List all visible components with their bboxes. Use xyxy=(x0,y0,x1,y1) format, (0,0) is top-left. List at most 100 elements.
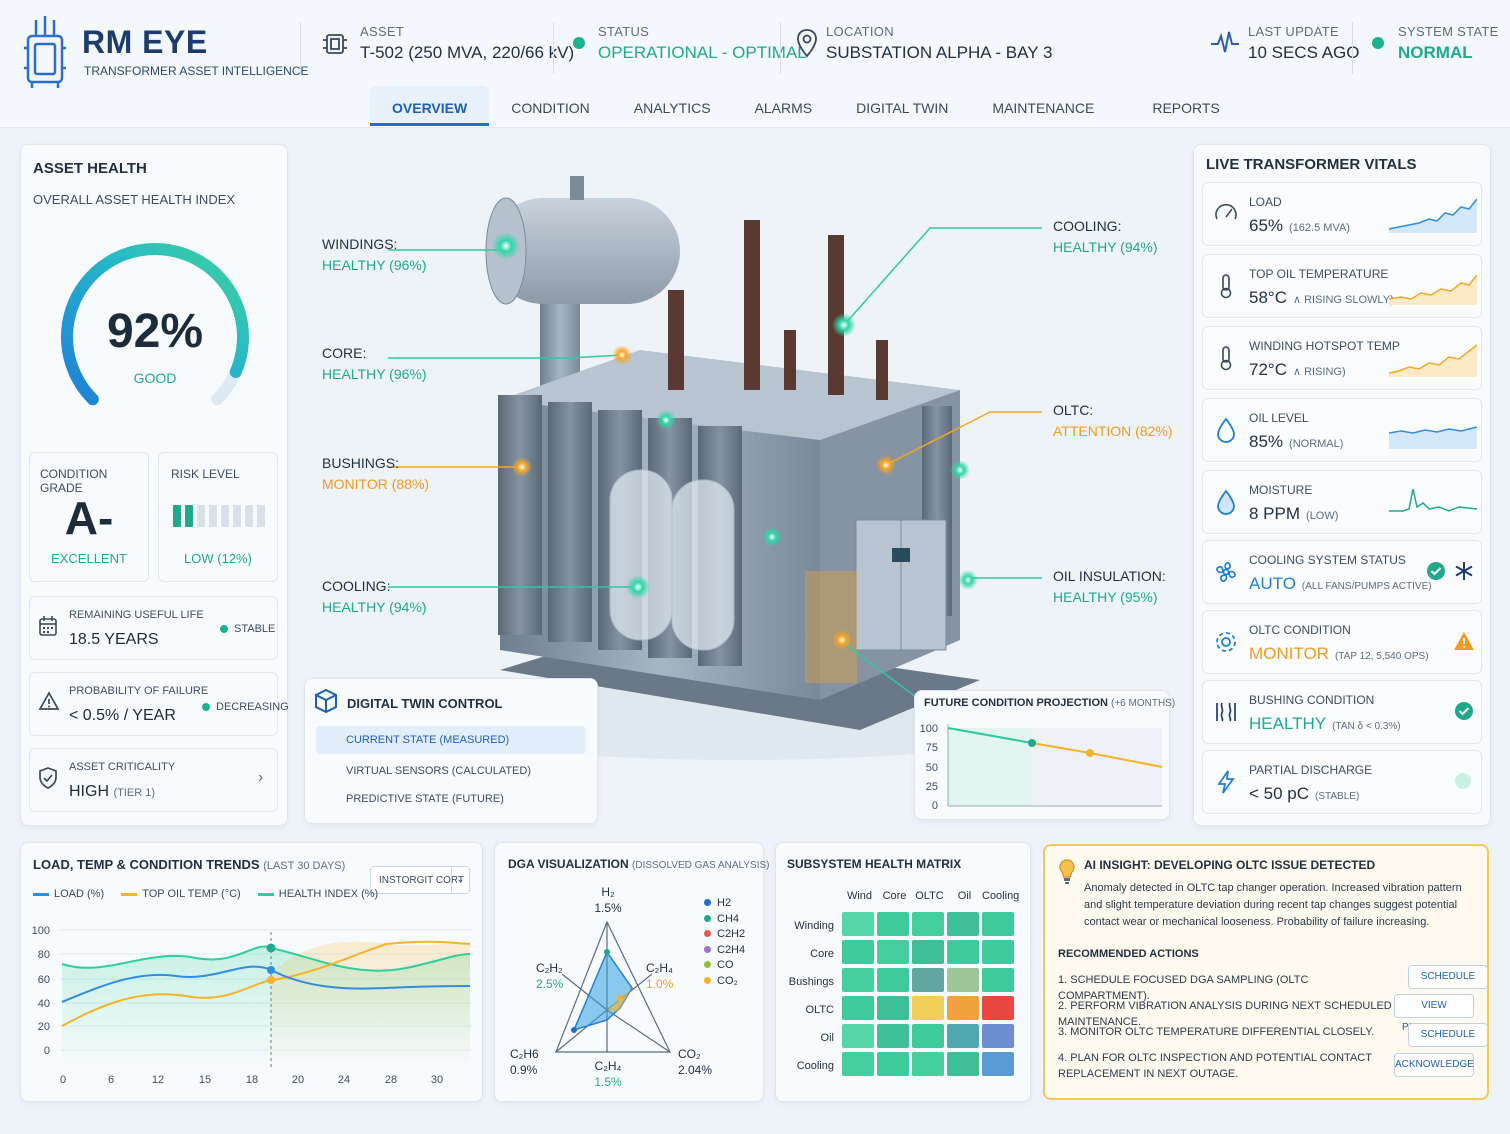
asset-label: ASSET xyxy=(360,24,405,39)
dga-axis-c2h2-name: C₂H₂ xyxy=(536,961,563,975)
tab-digital-twin[interactable]: DIGITAL TWIN xyxy=(856,100,949,116)
projection-point-now xyxy=(1028,739,1036,747)
warning-triangle-icon xyxy=(38,691,60,710)
matrix-row xyxy=(842,1052,1017,1080)
oil-temp-area xyxy=(271,941,470,1068)
trends-range-dropdown[interactable]: INSTORGIT CORT ⌄ xyxy=(370,866,470,894)
matrix-cell[interactable] xyxy=(842,968,874,992)
matrix-cell[interactable] xyxy=(877,996,909,1020)
matrix-cell[interactable] xyxy=(877,940,909,964)
dga-axis-c2h4-value: 1.0% xyxy=(646,977,674,991)
matrix-cell[interactable] xyxy=(947,1052,979,1076)
risk-bar-segment xyxy=(221,505,229,527)
view-procedure-button[interactable]: VIEW PROCEDURE xyxy=(1394,994,1474,1033)
dga-legend-label: H2 xyxy=(717,897,732,909)
twin-option-virtual[interactable]: VIRTUAL SENSORS (CALCULATED) xyxy=(346,765,532,777)
matrix-cell[interactable] xyxy=(947,996,979,1020)
matrix-col-header: Cooling xyxy=(982,890,1020,902)
matrix-cell[interactable] xyxy=(982,996,1014,1020)
matrix-row-header: OLTC xyxy=(805,1004,834,1016)
matrix-cell[interactable] xyxy=(982,968,1014,992)
matrix-cell[interactable] xyxy=(912,1024,944,1048)
matrix-cell[interactable] xyxy=(842,940,874,964)
cursor-point-load xyxy=(267,966,275,974)
tab-condition[interactable]: CONDITION xyxy=(511,100,590,116)
dga-axis-h2-name: H₂ xyxy=(601,885,615,899)
tab-maintenance[interactable]: MAINTENANCE xyxy=(992,100,1095,116)
dga-axis-h2-value: 1.5% xyxy=(594,901,622,915)
vital-moisture[interactable]: MOISTURE 8 PPM (LOW) xyxy=(1202,470,1482,534)
vital-load[interactable]: LOAD 65% (162.5 MVA) xyxy=(1202,182,1482,246)
matrix-cell[interactable] xyxy=(842,912,874,936)
matrix-row xyxy=(842,912,1017,940)
dga-legend-label: CO xyxy=(717,959,734,972)
dga-axis-c2h4-right: C₂H₄ 1.0% xyxy=(646,960,673,992)
vital-partial-discharge[interactable]: PARTIAL DISCHARGE < 50 pC (STABLE) xyxy=(1202,750,1482,814)
vital-pd-value: < 50 pC (STABLE) xyxy=(1249,784,1359,804)
tab-reports[interactable]: REPORTS xyxy=(1152,100,1220,116)
matrix-cell[interactable] xyxy=(982,1052,1014,1076)
vital-moisture-value: 8 PPM (LOW) xyxy=(1249,504,1338,524)
matrix-cell[interactable] xyxy=(842,1024,874,1048)
vital-oil-level[interactable]: OIL LEVEL 85% (NORMAL) xyxy=(1202,398,1482,462)
dga-legend: H2 CH4 C2H2 C2H4 CO CO₂ xyxy=(704,896,745,990)
matrix-cell[interactable] xyxy=(912,940,944,964)
matrix-cell[interactable] xyxy=(982,912,1014,936)
matrix-cell[interactable] xyxy=(982,940,1014,964)
tab-alarms[interactable]: ALARMS xyxy=(754,100,813,116)
vital-hotspot-temp[interactable]: WINDING HOTSPOT TEMP 72°C ∧ RISING) xyxy=(1202,326,1482,390)
dga-axis-c2h2-value: 2.5% xyxy=(536,977,564,991)
health-index-grade: GOOD xyxy=(133,370,177,386)
vital-cooling-status[interactable]: COOLING SYSTEM STATUS AUTO (ALL FANS/PUMP… xyxy=(1202,540,1482,604)
condition-grade-card: CONDITION GRADE A- EXCELLENT xyxy=(29,452,149,582)
legend-load: LOAD (%) xyxy=(54,888,105,900)
vital-pd-label: PARTIAL DISCHARGE xyxy=(1249,763,1373,777)
matrix-cell[interactable] xyxy=(842,1052,874,1076)
matrix-cell[interactable] xyxy=(912,1052,944,1076)
matrix-row xyxy=(842,1024,1017,1052)
matrix-cell[interactable] xyxy=(877,1024,909,1048)
vital-bushing-condition[interactable]: BUSHING CONDITION HEALTHY (TAN δ < 0.3%) xyxy=(1202,680,1482,744)
last-update-block: LAST UPDATE 10 SECS AGO xyxy=(1248,24,1360,63)
trends-chart: 100 80 60 40 20 0 0 6 12 15 18 20 24 28 … xyxy=(32,925,472,1086)
matrix-cell[interactable] xyxy=(877,912,909,936)
matrix-cell[interactable] xyxy=(947,968,979,992)
matrix-cell[interactable] xyxy=(877,968,909,992)
vital-bushing-value: HEALTHY (TAN δ < 0.3%) xyxy=(1249,714,1401,734)
oltc-highlight xyxy=(805,571,857,683)
gauge-fill xyxy=(61,243,249,406)
trends-title-note: (LAST 30 DAYS) xyxy=(263,860,346,872)
twin-option-predictive[interactable]: PREDICTIVE STATE (FUTURE) xyxy=(346,793,504,805)
annotation-cooling-right: COOLING: HEALTHY (94%) xyxy=(1053,216,1158,258)
tab-overview[interactable]: OVERVIEW xyxy=(370,86,490,126)
twin-option-current[interactable]: CURRENT STATE (MEASURED) xyxy=(316,726,586,754)
asset-criticality-card[interactable]: ASSET CRITICALITY HIGH (TIER 1) › xyxy=(29,748,278,812)
tab-analytics[interactable]: ANALYTICS xyxy=(633,100,711,116)
matrix-cell[interactable] xyxy=(947,1024,979,1048)
matrix-cell[interactable] xyxy=(912,996,944,1020)
annotation-bushings-value: MONITOR (88%) xyxy=(322,476,430,492)
load-sparkline xyxy=(1389,198,1477,233)
vital-oltc-condition[interactable]: OLTC CONDITION MONITOR (TAP 12, 5,540 OPS… xyxy=(1202,610,1482,674)
matrix-cell[interactable] xyxy=(947,940,979,964)
matrix-cell[interactable] xyxy=(982,1024,1014,1048)
matrix-row xyxy=(842,996,1017,1024)
system-state-block: SYSTEM STATE NORMAL xyxy=(1398,24,1499,63)
dga-point-c2h4 xyxy=(617,995,623,1001)
matrix-row xyxy=(842,968,1017,996)
matrix-cell[interactable] xyxy=(877,1052,909,1076)
dga-axis-c2h2: C₂H₂ 2.5% xyxy=(536,960,563,992)
dga-legend-dot xyxy=(704,930,711,938)
proj-ytick-75: 75 xyxy=(926,742,938,754)
vital-top-oil-temp[interactable]: TOP OIL TEMPERATURE 58°C ∧ RISING SLOWLY) xyxy=(1202,254,1482,318)
matrix-cell[interactable] xyxy=(842,996,874,1020)
schedule-dga-button[interactable]: SCHEDULE xyxy=(1408,965,1488,989)
schedule-monitor-button[interactable]: SCHEDULE xyxy=(1408,1023,1488,1047)
matrix-cell[interactable] xyxy=(947,912,979,936)
dga-legend-dot xyxy=(704,914,711,922)
acknowledge-button[interactable]: ACKNOWLEDGE xyxy=(1394,1053,1474,1077)
annotation-windings-label: WINDINGS: xyxy=(322,236,398,252)
vital-hotspot-note: ∧ RISING) xyxy=(1292,366,1346,378)
matrix-cell[interactable] xyxy=(912,912,944,936)
matrix-cell[interactable] xyxy=(912,968,944,992)
